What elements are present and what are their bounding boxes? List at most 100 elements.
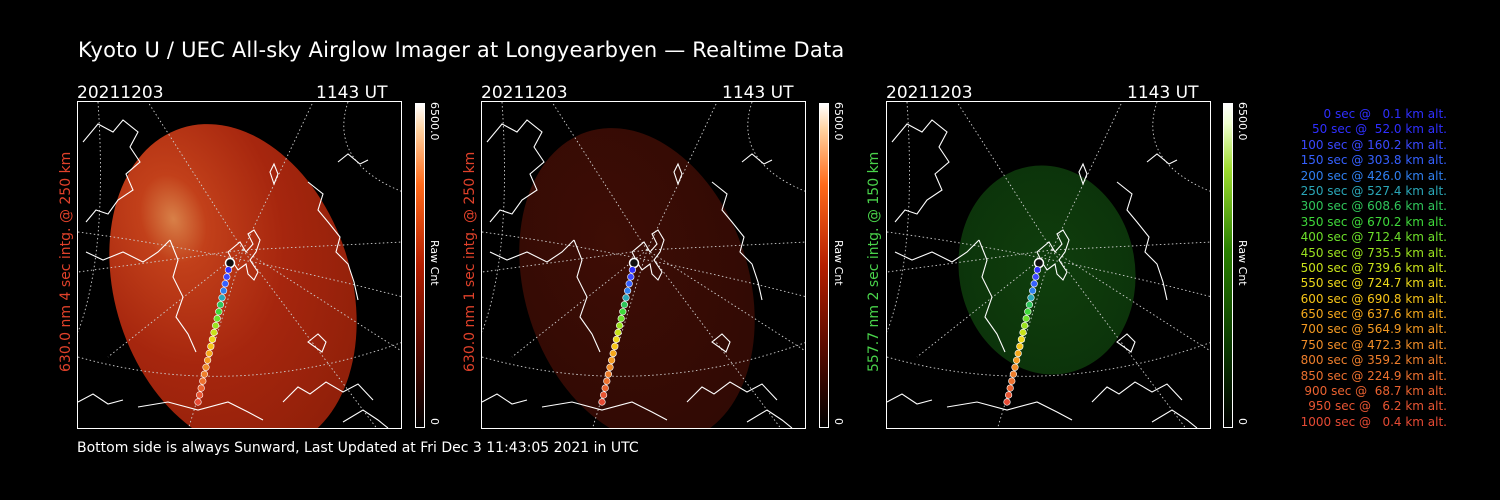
- legend-row: 600 sec @ 690.8 km alt.: [1300, 291, 1447, 306]
- graticule-line: [887, 342, 1210, 377]
- trajectory-point: [204, 356, 212, 364]
- graticule-line: [887, 102, 910, 333]
- graticule-line: [482, 231, 805, 297]
- graticule-line: [482, 102, 505, 333]
- legend-row: 350 sec @ 670.2 km alt.: [1300, 214, 1447, 229]
- panel-3-cbar-min: 0: [1236, 418, 1249, 425]
- trajectory-point: [620, 301, 628, 309]
- legend-row: 950 sec @ 6.2 km alt.: [1308, 399, 1447, 414]
- coastline: [541, 401, 668, 421]
- trajectory-point: [1014, 349, 1022, 357]
- coastline: [82, 119, 141, 223]
- trajectory-point: [603, 377, 611, 385]
- panel-2-cbar-unit: Raw Cnt: [832, 240, 845, 286]
- trajectory-point: [612, 335, 620, 343]
- trajectory-point: [1011, 363, 1019, 371]
- trajectory-point: [606, 363, 614, 371]
- panel-3-side-label: 557.7 nm 2 sec intg. @ 150 km: [866, 151, 882, 372]
- trajectory-point: [598, 398, 606, 406]
- legend-row: 150 sec @ 303.8 km alt.: [1300, 153, 1447, 168]
- trajectory-point: [1003, 398, 1011, 406]
- trajectory-point: [1032, 273, 1040, 281]
- panel-1-cbar-max: 6500.0: [428, 102, 441, 141]
- panel-2-date: 20211203: [481, 83, 568, 103]
- trajectory-point: [1004, 391, 1013, 399]
- trajectory-point: [1016, 342, 1024, 350]
- graticule-line: [78, 102, 101, 333]
- trajectory-point: [608, 356, 616, 364]
- panel-1-side-label: 630.0 nm 4 sec intg. @ 250 km: [58, 151, 74, 372]
- panel-2-cbar-max: 6500.0: [832, 102, 845, 141]
- legend-row: 1000 sec @ 0.4 km alt.: [1300, 414, 1447, 429]
- airglow-sky-image: [519, 128, 755, 428]
- graticule-line: [107, 249, 244, 358]
- legend-row: 850 sec @ 224.9 km alt.: [1300, 368, 1447, 383]
- legend-row: 250 sec @ 527.4 km alt.: [1300, 183, 1447, 198]
- trajectory-point: [1009, 370, 1017, 378]
- coastline: [486, 119, 545, 223]
- coastline: [631, 229, 665, 281]
- trajectory-point: [614, 328, 622, 337]
- graticule-line: [916, 249, 1053, 358]
- coastline: [686, 381, 778, 403]
- airglow-sky-image: [109, 124, 357, 428]
- panel-2-cbar-min: 0: [832, 418, 845, 425]
- coastline: [673, 162, 683, 186]
- graticule-line: [242, 102, 314, 251]
- coastline: [489, 239, 575, 263]
- coastline: [1116, 333, 1136, 353]
- graticule-line: [147, 102, 244, 251]
- graticule-line: [78, 231, 401, 297]
- panel-1-cbar-unit: Raw Cnt: [428, 240, 441, 286]
- trajectory-point: [1019, 328, 1027, 337]
- coastline: [337, 153, 369, 165]
- legend-row: 200 sec @ 426.0 km alt.: [1300, 168, 1447, 183]
- coastline: [85, 239, 171, 263]
- trajectory-point: [207, 342, 215, 350]
- legend-row: 650 sec @ 637.6 km alt.: [1300, 307, 1447, 322]
- coastline: [1151, 409, 1198, 428]
- graticule-line: [646, 102, 718, 251]
- graticule-line: [511, 249, 648, 358]
- legend-row: 50 sec @ 52.0 km alt.: [1312, 122, 1447, 137]
- panel-3-time: 1143 UT: [1127, 83, 1199, 103]
- coastline: [894, 239, 980, 263]
- trajectory-point: [627, 273, 635, 281]
- trajectory-point: [202, 363, 210, 371]
- coastline: [978, 239, 1006, 353]
- coastline: [169, 239, 197, 353]
- trajectory-point: [1022, 315, 1030, 323]
- graticule-line: [343, 102, 401, 192]
- page-title: Kyoto U / UEC All-sky Airglow Imager at …: [78, 38, 845, 62]
- coastline: [282, 381, 374, 403]
- coastline: [307, 333, 327, 353]
- panel-2-image: [481, 101, 806, 429]
- coastline: [1078, 162, 1088, 186]
- coastline: [946, 401, 1073, 421]
- trajectory-point: [1024, 308, 1032, 316]
- trajectory-point: [1008, 377, 1016, 385]
- legend-row: 550 sec @ 724.7 km alt.: [1300, 276, 1447, 291]
- graticule-line: [551, 102, 648, 251]
- graticule-line: [242, 241, 401, 251]
- coastline: [342, 409, 389, 428]
- trajectory-point: [220, 287, 228, 295]
- trajectory-point: [205, 349, 213, 357]
- legend-row: 900 sec @ 68.7 km alt.: [1304, 384, 1447, 399]
- coastline: [137, 401, 264, 421]
- trajectory-point: [208, 335, 216, 343]
- trajectory-point: [197, 384, 205, 392]
- panel-3-cbar-unit: Raw Cnt: [1236, 240, 1249, 286]
- trajectory-point: [1029, 287, 1037, 295]
- panel-3-cbar-max: 6500.0: [1236, 102, 1249, 141]
- legend-row: 0 sec @ 0.1 km alt.: [1323, 107, 1448, 121]
- coastline: [482, 393, 528, 405]
- trajectory-point: [1030, 280, 1038, 288]
- coastline: [741, 153, 773, 165]
- coastline: [573, 239, 601, 353]
- trajectory-point: [218, 294, 226, 302]
- trajectory-point: [609, 349, 617, 357]
- panel-1-cbar-min: 0: [428, 418, 441, 425]
- legend-row: 450 sec @ 735.5 km alt.: [1300, 245, 1447, 260]
- trajectory-point: [215, 308, 223, 316]
